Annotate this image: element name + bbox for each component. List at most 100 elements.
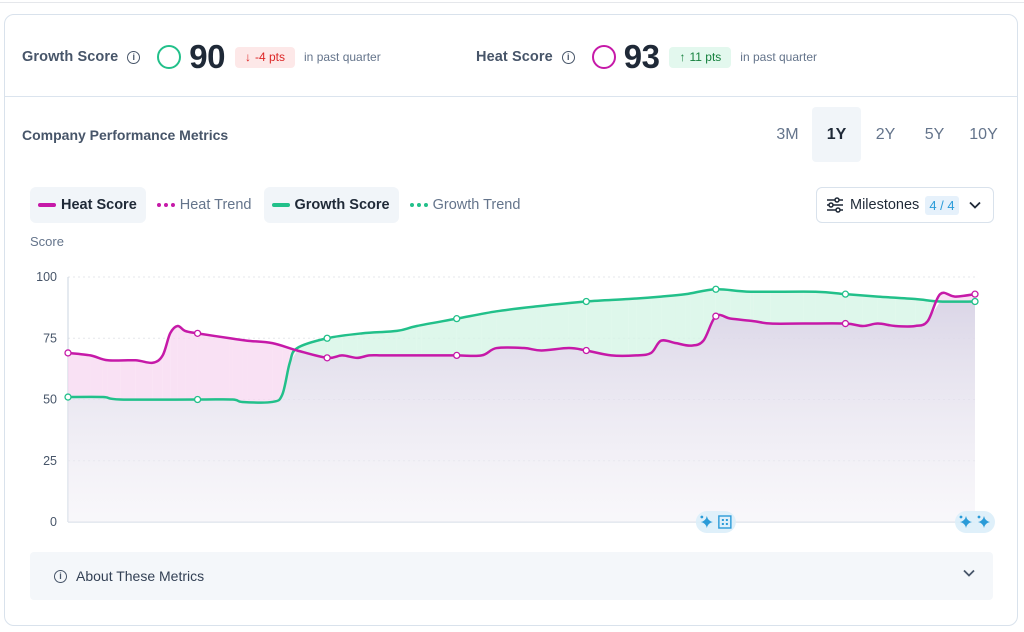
growth-point bbox=[323, 334, 331, 342]
sparkle-dot bbox=[977, 515, 981, 519]
growth-lead-band bbox=[770, 291, 804, 324]
heat-lead-band bbox=[90, 355, 103, 398]
milestones-dropdown[interactable]: Milestones 4 / 4 bbox=[816, 187, 994, 223]
growth-lead-band bbox=[815, 291, 846, 324]
range-10y[interactable]: 10Y bbox=[969, 125, 998, 143]
legend-growth-trend[interactable]: Growth Trend bbox=[402, 187, 530, 223]
info-icon[interactable]: i bbox=[127, 50, 141, 64]
growth-point bbox=[971, 297, 979, 306]
sparkles-icon bbox=[700, 516, 713, 528]
growth-lead-band bbox=[915, 299, 928, 326]
growth-lead-band bbox=[369, 331, 385, 356]
growth-lead-band bbox=[362, 332, 370, 357]
growth-lead-band bbox=[845, 294, 863, 326]
growth-lead-band bbox=[586, 300, 612, 356]
legend-heat-trend[interactable]: Heat Trend bbox=[149, 187, 261, 223]
heat-lead-band bbox=[170, 326, 178, 400]
growth-lead-band bbox=[651, 296, 662, 353]
growth-score-label: Growth Score bbox=[22, 49, 119, 65]
growth-lead-band bbox=[753, 291, 771, 324]
heat-lead-band bbox=[107, 360, 121, 400]
legend-growth-score[interactable]: Growth Score bbox=[263, 187, 399, 223]
chart-legend: Heat Score Heat Trend Growth Score Growt… bbox=[30, 187, 532, 223]
top-divider bbox=[0, 2, 1024, 3]
growth-lead-band bbox=[421, 318, 457, 356]
growth-lead-band bbox=[481, 311, 497, 356]
growth-lead-band bbox=[297, 338, 328, 358]
sparkles-icon bbox=[960, 516, 972, 528]
milestone-pill bbox=[955, 511, 995, 533]
growth-lead-band bbox=[416, 325, 422, 356]
heat-point bbox=[971, 290, 979, 298]
heat-lead-band bbox=[197, 333, 230, 400]
range-2y[interactable]: 2Y bbox=[875, 125, 896, 143]
y-tick-label: 25 bbox=[43, 454, 57, 468]
growth-lead-band bbox=[628, 298, 637, 356]
heat-point bbox=[193, 329, 202, 337]
about-metrics-toggle[interactable]: i About These Metrics bbox=[30, 552, 993, 600]
sparkle-dot bbox=[959, 515, 963, 519]
heat-lead-band bbox=[289, 348, 298, 363]
heat-lead-band bbox=[177, 326, 186, 400]
building-window bbox=[721, 523, 724, 525]
x-tick-label: May 1 bbox=[51, 533, 85, 535]
growth-lead-band bbox=[636, 297, 652, 356]
growth-score-summary: Growth Score i 90 ↓ -4 pts in past quart… bbox=[22, 37, 381, 77]
growth-score-value: 90 bbox=[189, 38, 225, 75]
building-icon bbox=[718, 515, 732, 529]
growth-point bbox=[582, 297, 590, 306]
heat-lead-band bbox=[152, 355, 163, 400]
heat-score-summary: Heat Score i 93 ↑ 11 pts in past quarter bbox=[476, 37, 817, 77]
about-metrics-label: About These Metrics bbox=[76, 568, 205, 584]
heat-point bbox=[64, 349, 72, 357]
range-3m[interactable]: 3M bbox=[776, 125, 799, 143]
heat-lead-band bbox=[272, 343, 283, 402]
heat-lead-band bbox=[247, 340, 273, 402]
growth-lead-band bbox=[357, 333, 363, 358]
building-window bbox=[725, 523, 728, 525]
growth-lead-band bbox=[690, 291, 704, 346]
growth-lead-band bbox=[327, 336, 343, 358]
milestone-marker[interactable] bbox=[955, 511, 995, 533]
growth-lead-band bbox=[456, 314, 482, 356]
heat-delta-badge: ↑ 11 pts bbox=[669, 46, 732, 68]
chevron-down-icon bbox=[963, 569, 975, 577]
range-1y[interactable]: 1Y bbox=[812, 107, 861, 162]
growth-point bbox=[841, 290, 850, 298]
legend-label: Heat Trend bbox=[179, 197, 252, 213]
growth-lead-band bbox=[396, 326, 417, 356]
time-range-selector: 3M 1Y 2Y 5Y 10Y bbox=[763, 107, 1008, 162]
heat-lead-band bbox=[102, 358, 108, 398]
legend-label: Growth Score bbox=[294, 197, 390, 213]
growth-period-text: in past quarter bbox=[304, 50, 381, 64]
heat-delta-text: 11 pts bbox=[689, 50, 722, 64]
milestones-count: 4 / 4 bbox=[925, 195, 959, 215]
x-tick-label: Apr 30 bbox=[957, 533, 994, 535]
y-tick-label: 75 bbox=[43, 331, 57, 345]
score-line-chart: Score 0 25 50 75 100 May 1 Jun 22 Aug 13 Oct 4 N… bbox=[30, 234, 995, 535]
heat-lead-band bbox=[229, 338, 233, 400]
growth-point bbox=[712, 285, 720, 293]
heat-lead-band bbox=[135, 360, 153, 400]
heat-period-text: in past quarter bbox=[740, 50, 818, 64]
legend-heat-score[interactable]: Heat Score bbox=[30, 187, 146, 223]
growth-lead-band bbox=[568, 301, 587, 351]
heat-point bbox=[582, 346, 590, 355]
milestone-marker[interactable] bbox=[695, 511, 736, 533]
range-5y[interactable]: 5Y bbox=[924, 125, 945, 143]
milestones-label: Milestones bbox=[850, 197, 920, 213]
metrics-card: Growth Score i 90 ↓ -4 pts in past quart… bbox=[4, 14, 1018, 626]
base-area-fill bbox=[68, 301, 975, 522]
x-tick-label: Jan 16 bbox=[697, 533, 735, 535]
growth-lead-band bbox=[523, 306, 537, 350]
heat-point bbox=[323, 354, 331, 362]
heat-lead-band bbox=[68, 352, 91, 398]
heat-lead-band bbox=[232, 338, 243, 402]
x-tick-label: Nov 25 bbox=[566, 533, 606, 535]
growth-lead-band bbox=[750, 291, 754, 322]
heat-point bbox=[453, 351, 461, 360]
growth-lead-band bbox=[496, 307, 524, 349]
growth-lead-band bbox=[675, 294, 686, 345]
dotted-swatch-icon bbox=[409, 203, 428, 207]
info-icon[interactable]: i bbox=[561, 50, 575, 64]
